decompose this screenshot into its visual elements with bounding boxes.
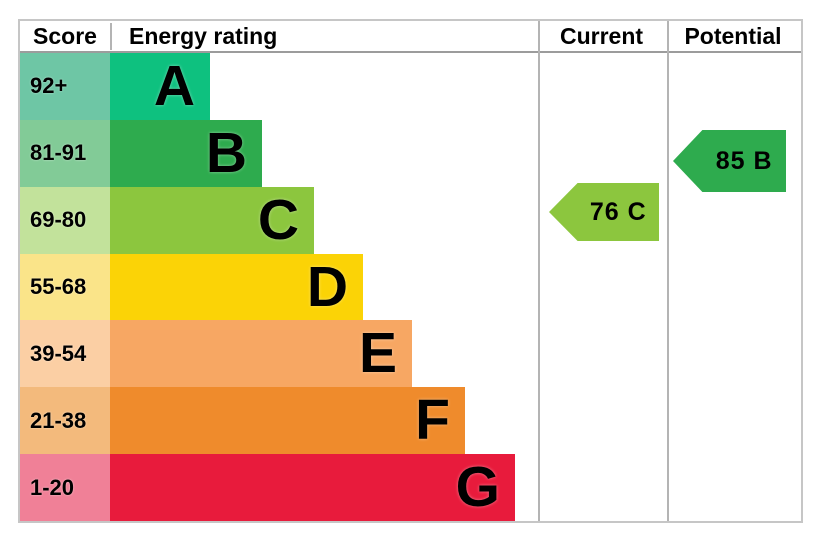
band-row-b: 81-91 B (20, 119, 801, 187)
band-row-g: 1-20 G (20, 454, 801, 522)
current-column-divider (538, 21, 540, 521)
potential-column-header: Potential (684, 22, 782, 49)
grade-bar-d: D (110, 253, 363, 321)
score-range-e: 39-54 (20, 320, 110, 388)
epc-table-header: Score Energy rating Current Potential (20, 21, 801, 53)
score-range-d: 55-68 (20, 253, 110, 321)
score-range-a: 92+ (20, 53, 110, 120)
band-row-e: 39-54 E (20, 320, 801, 388)
score-range-b: 81-91 (20, 119, 110, 187)
score-range-f: 21-38 (20, 387, 110, 455)
potential-column-divider (667, 21, 669, 521)
current-column-header: Current (559, 22, 644, 49)
score-range-g: 1-20 (20, 454, 110, 522)
energy-rating-column-header: Energy rating (110, 22, 538, 50)
grade-bar-a: A (110, 53, 210, 120)
band-rows: 92+ A 81-91 B 69-80 C 55-68 D 39-54 E 21-38 F 1-20 G (20, 53, 801, 522)
score-column-header: Score (33, 22, 97, 49)
epc-table: Score Energy rating Current Potential 92… (18, 19, 803, 523)
band-row-d: 55-68 D (20, 253, 801, 321)
grade-bar-f: F (110, 387, 465, 455)
grade-bar-b: B (110, 119, 262, 187)
band-row-f: 21-38 F (20, 387, 801, 455)
score-range-c: 69-80 (20, 186, 110, 254)
band-row-c: 69-80 C (20, 186, 801, 254)
band-row-a: 92+ A (20, 53, 801, 120)
potential-rating-label: 85 B (715, 146, 773, 175)
grade-bar-c: C (110, 186, 314, 254)
current-rating-label: 76 C (589, 197, 647, 226)
grade-bar-e: E (110, 320, 412, 388)
grade-bar-g: G (110, 454, 515, 522)
